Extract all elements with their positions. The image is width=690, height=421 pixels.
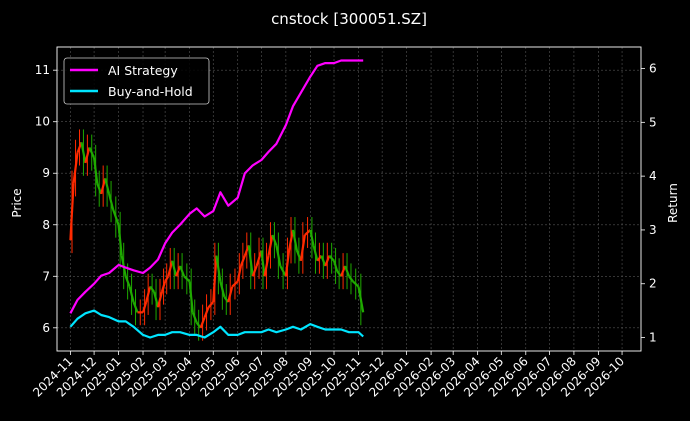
price-segment (160, 281, 167, 293)
price-segment (279, 265, 287, 277)
y-axis-left-label: Price (10, 188, 24, 217)
price-segment (88, 147, 96, 159)
price-segment (84, 147, 91, 164)
price-segment (227, 286, 234, 303)
price-segment (357, 286, 365, 313)
price-segment (145, 286, 152, 303)
legend-label-ai-strategy: AI Strategy (108, 63, 178, 78)
price-segment (156, 291, 164, 308)
price-segment (239, 255, 246, 267)
y-left-tick-label: 7 (42, 269, 50, 283)
price-segment (191, 311, 198, 324)
price-segment (93, 157, 99, 184)
price-segment (175, 265, 182, 277)
buy-and-hold-line (69, 309, 364, 339)
price-segment (260, 250, 266, 277)
price-segment (124, 275, 131, 287)
price-segment (199, 317, 206, 329)
price-segment (312, 245, 319, 262)
y-right-tick-label: 6 (649, 62, 657, 76)
price-segment (299, 234, 306, 261)
price-segment (231, 280, 239, 288)
price-segment (236, 265, 242, 282)
price-segment (352, 280, 360, 288)
price-segment (284, 250, 291, 277)
price-segment (271, 234, 278, 246)
y-left-tick-label: 8 (42, 218, 50, 232)
price-segment (328, 254, 335, 262)
price-segment (219, 281, 226, 298)
price-segment (267, 234, 274, 256)
price-segment (188, 281, 194, 313)
y-right-tick-label: 2 (649, 277, 657, 291)
y-axis-right-label: Return (666, 183, 680, 223)
price-segment (203, 306, 210, 318)
price-segment (149, 285, 155, 293)
price-segment (171, 260, 178, 277)
price-segment (215, 255, 222, 282)
price-segment (179, 265, 186, 277)
price-segment (117, 224, 123, 256)
price-segment (309, 229, 315, 246)
price-segment (167, 260, 174, 277)
return-series (69, 59, 364, 339)
price-segment (164, 275, 170, 283)
y-right-tick-label: 5 (649, 115, 657, 129)
price-segment (153, 291, 160, 308)
price-segment (275, 245, 282, 267)
legend: AI Strategy Buy-and-Hold (63, 57, 210, 105)
price-segment (108, 193, 115, 210)
price-segment (291, 229, 298, 251)
price-segment (247, 245, 254, 277)
price-segment (332, 260, 339, 272)
price-segment (348, 275, 354, 283)
grid (57, 47, 641, 351)
price-segment (251, 265, 258, 277)
y-right-tick-label: 3 (649, 223, 657, 237)
price-segment (287, 229, 295, 251)
price-segment (183, 275, 191, 283)
plot-frame (56, 46, 642, 352)
price-segment (132, 301, 139, 313)
price-segment (340, 265, 347, 277)
price-segment (80, 142, 87, 164)
price-segment (320, 255, 327, 267)
ai-strategy-line (69, 59, 364, 314)
y-left-tick-label: 9 (42, 166, 50, 180)
price-segment (111, 208, 120, 226)
price-segment (344, 265, 351, 277)
y-left-tick-label: 11 (35, 63, 50, 77)
legend-box (63, 57, 210, 105)
y-right-tick-label: 1 (649, 331, 657, 345)
price-segment (207, 301, 215, 308)
price-segment (128, 286, 135, 303)
y-left-tick-label: 10 (35, 115, 50, 129)
price-segment (72, 152, 79, 184)
price-segment (141, 301, 148, 313)
price-series (69, 129, 365, 341)
price-segment (100, 178, 107, 195)
legend-label-buy-and-hold: Buy-and-Hold (108, 84, 193, 99)
price-segment (69, 183, 75, 241)
price-segment (324, 255, 331, 267)
y-left-tick-label: 6 (42, 321, 50, 335)
price-segment (104, 178, 111, 195)
price-segment (263, 255, 270, 277)
chart-title: cnstock [300051.SZ] (271, 10, 427, 28)
price-segment (212, 255, 218, 303)
y-right-tick-label: 4 (649, 169, 657, 183)
